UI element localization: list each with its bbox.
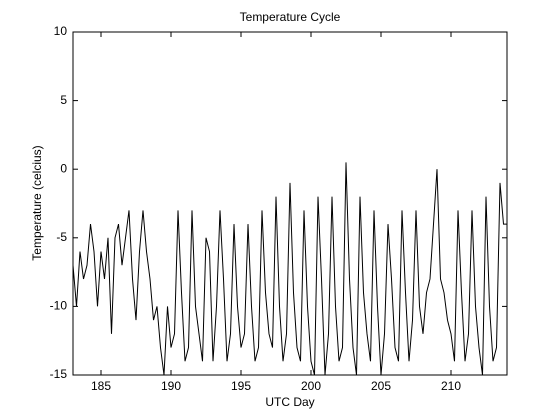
y-tick-label: 10 [54,24,68,38]
y-tick-label: 5 [60,93,67,107]
y-axis-label: Temperature (celcius) [30,145,44,260]
x-tick-label: 195 [231,379,251,393]
data-line [73,162,507,375]
x-tick-label: 185 [91,379,111,393]
x-axis-label: UTC Day [265,395,314,409]
y-tick-label: -5 [56,230,67,244]
x-tick-label: 190 [161,379,181,393]
x-tick-label: 210 [441,379,461,393]
y-tick-label: -10 [50,299,68,313]
x-tick-label: 205 [371,379,391,393]
y-tick-label: -15 [50,367,68,381]
x-tick-label: 200 [301,379,321,393]
chart-title: Temperature Cycle [240,10,341,24]
y-tick-label: 0 [60,161,67,175]
